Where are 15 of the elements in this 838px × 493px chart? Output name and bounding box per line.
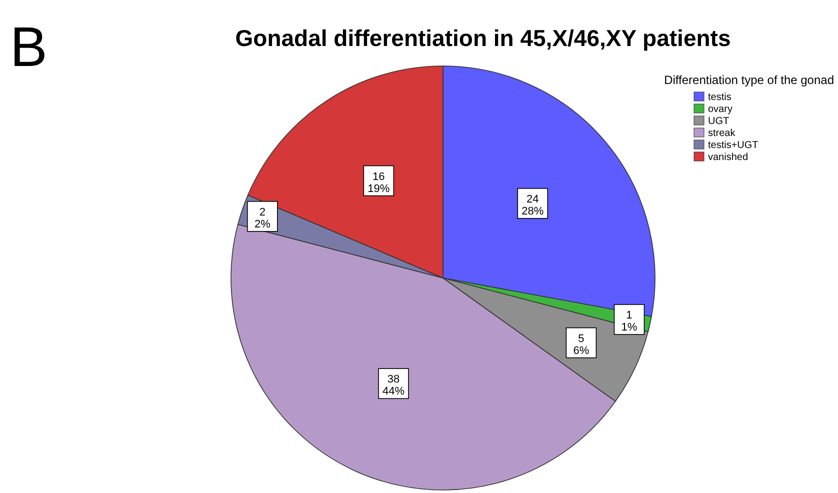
legend-title: Differentiation type of the gonad [664, 73, 834, 87]
chart-title: Gonadal differentiation in 45,X/46,XY patients [235, 25, 731, 51]
legend-label: ovary [708, 104, 732, 115]
data-label: 1 1% [621, 309, 638, 334]
legend-label: streak [708, 128, 736, 139]
legend-label: UGT [708, 116, 730, 127]
data-label: 2 2% [254, 206, 271, 230]
legend-label: vanished [708, 152, 748, 163]
data-label: 24 28% [522, 193, 544, 218]
data-label: 16 19% [368, 170, 390, 195]
text: B [10, 15, 48, 78]
data-label: 5 6% [573, 332, 590, 357]
legend-label: testis+UGT [708, 140, 758, 151]
legend-label: testis [708, 92, 732, 103]
data-label: 38 44% [382, 374, 405, 398]
